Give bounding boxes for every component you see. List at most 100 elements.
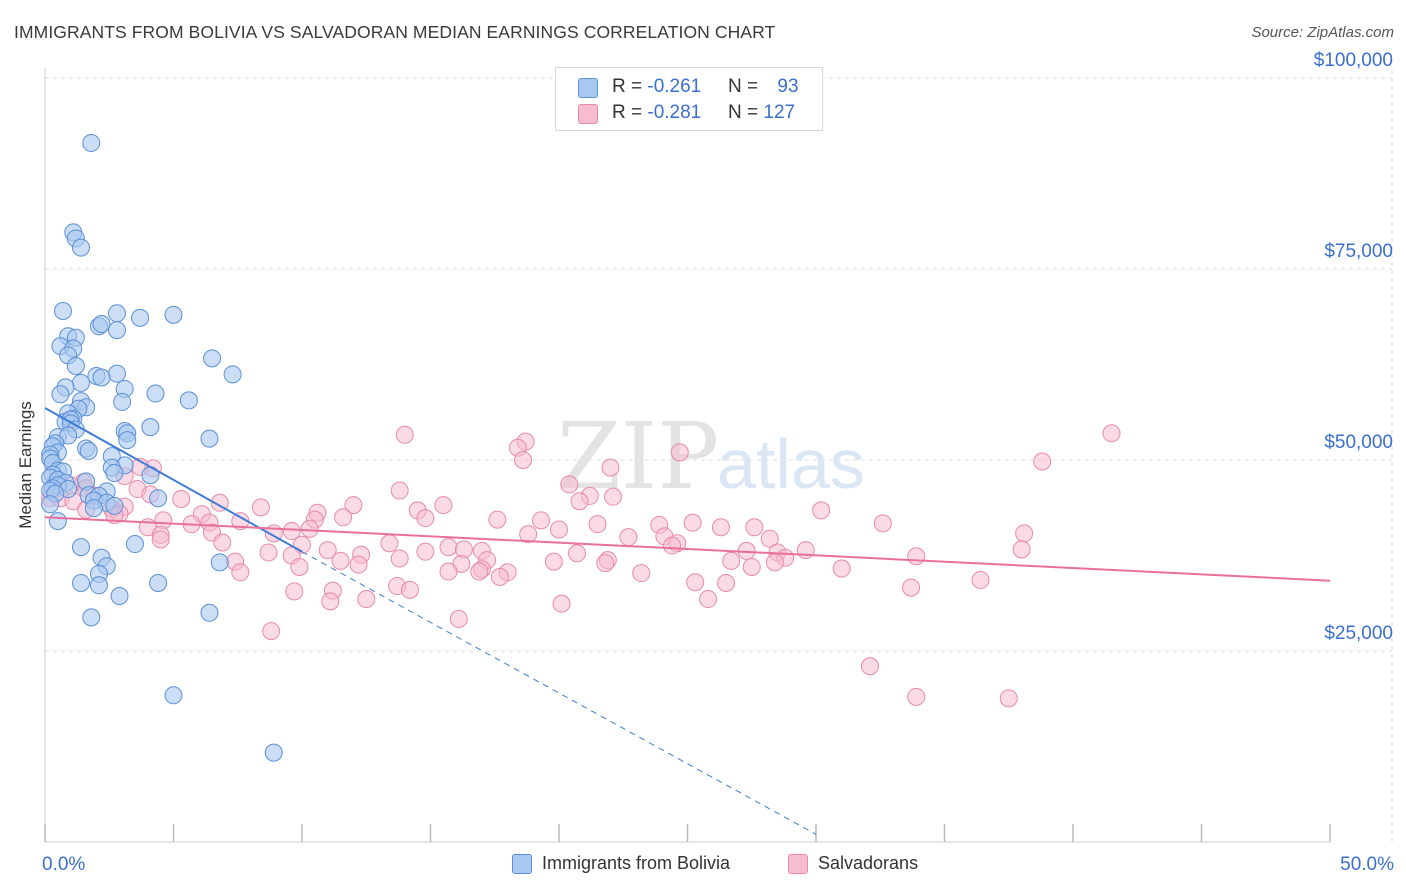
gridlines [45, 70, 1393, 842]
bolivia-point [203, 349, 222, 368]
salvadorans-point [570, 492, 589, 511]
bolivia-point [92, 368, 111, 387]
salvadorans-point [603, 487, 622, 506]
salvadorans-point [285, 582, 304, 601]
salvadorans-point [760, 529, 779, 548]
bolivia-point [82, 608, 101, 627]
salvadorans-point [860, 657, 879, 676]
salvadorans-point [321, 592, 340, 611]
x-tick-labels: 0.0% 50.0% [42, 854, 1394, 875]
salvadorans-point [663, 536, 682, 555]
chart-title: IMMIGRANTS FROM BOLIVIA VS SALVADORAN ME… [14, 22, 776, 42]
salvadorans-point [282, 522, 301, 541]
salvadorans-point [251, 498, 270, 517]
salvadorans-point [907, 687, 926, 706]
legend-label-bolivia: Immigrants from Bolivia [542, 853, 731, 873]
salvadorans-point [832, 559, 851, 578]
bolivia-point [264, 743, 283, 762]
salvadorans-point [722, 551, 741, 570]
salvadorans-point [470, 562, 489, 581]
n-label: N = [728, 102, 764, 123]
salvadorans-point [514, 451, 533, 469]
salvadorans-point [334, 508, 353, 527]
bolivia-point [149, 574, 168, 593]
salvadorans-point [262, 622, 281, 641]
n-value-salvadorans: 127 [763, 102, 796, 123]
bolivia-point [89, 576, 108, 595]
salvadorans-point [231, 563, 250, 582]
bolivia-point [164, 686, 183, 705]
bolivia-point [71, 538, 90, 557]
salvadorans-point [439, 562, 458, 581]
salvadorans-point [349, 555, 368, 574]
salvadorans-point [699, 590, 718, 609]
r-value-bolivia: -0.261 [647, 76, 702, 97]
salvadorans-point [400, 580, 419, 599]
salvadorans-point [544, 552, 563, 571]
bolivia-point [107, 304, 126, 323]
salvadorans-point [151, 530, 170, 549]
bolivia-point [71, 238, 90, 257]
bolivia-trend-extension [301, 551, 817, 835]
y-tick-label: $25,000 [1324, 623, 1393, 644]
bolivia-point [149, 489, 168, 508]
salvadorans-point [434, 496, 453, 515]
bolivia-point [107, 321, 126, 340]
bolivia-point [105, 463, 124, 482]
bolivia-point [71, 574, 90, 593]
series-legend: Immigrants from Bolivia Salvadorans [0, 850, 1406, 878]
salvadorans-point [519, 525, 538, 544]
salvadorans-trend-line [44, 516, 1331, 582]
bolivia-point [223, 365, 242, 384]
salvadorans-point [745, 518, 764, 537]
bolivia-swatch [578, 78, 598, 98]
bolivia-point [131, 308, 150, 327]
salvadorans-point [686, 573, 705, 592]
salvadorans-point [213, 533, 232, 552]
salvadorans-point [380, 534, 399, 553]
y-tick-labels: $25,000 $50,000 $75,000 $100,000 [1314, 50, 1393, 644]
salvadorans-point [619, 528, 638, 547]
salvadorans-point [416, 542, 435, 561]
bolivia-point [66, 357, 85, 376]
salvadorans-point [999, 689, 1018, 708]
salvadorans-swatch [578, 104, 598, 124]
x-tick-label-min: 0.0% [42, 854, 85, 875]
salvadorans-point [532, 511, 551, 530]
bolivia-point [84, 499, 103, 518]
bolivia-point [82, 133, 101, 152]
salvadorans-point [290, 557, 309, 576]
salvadorans-point [711, 518, 730, 537]
y-tick-label: $50,000 [1324, 432, 1393, 453]
bolivia-point [200, 429, 219, 448]
bolivia-point [179, 391, 198, 410]
salvadorans-points [41, 424, 1121, 708]
salvadorans-point [902, 578, 921, 597]
salvadorans-point [259, 543, 278, 562]
salvadorans-point [812, 501, 831, 520]
bolivia-point [200, 603, 219, 622]
salvadorans-point [683, 513, 702, 532]
salvadorans-point [172, 489, 191, 508]
salvadorans-point [601, 458, 620, 477]
salvadorans-point [390, 481, 409, 500]
salvadorans-point [1015, 524, 1034, 543]
bolivia-points [41, 133, 283, 762]
bolivia-point [110, 586, 129, 605]
bolivia-point [92, 315, 111, 334]
salvadorans-point [331, 551, 350, 570]
bolivia-point [71, 373, 90, 392]
salvadorans-point [765, 553, 784, 572]
r-label: R = [612, 76, 648, 97]
salvadorans-point [490, 567, 509, 586]
salvadorans-point [449, 609, 468, 628]
n-value-bolivia: 93 [777, 76, 799, 97]
bolivia-legend-swatch [512, 854, 532, 874]
salvadorans-point [300, 519, 319, 538]
salvadorans-point [971, 570, 990, 589]
salvadorans-point [596, 554, 615, 573]
salvadorans-point [552, 594, 571, 613]
watermark-atlas: atlas [717, 425, 865, 503]
bolivia-point [105, 496, 124, 515]
